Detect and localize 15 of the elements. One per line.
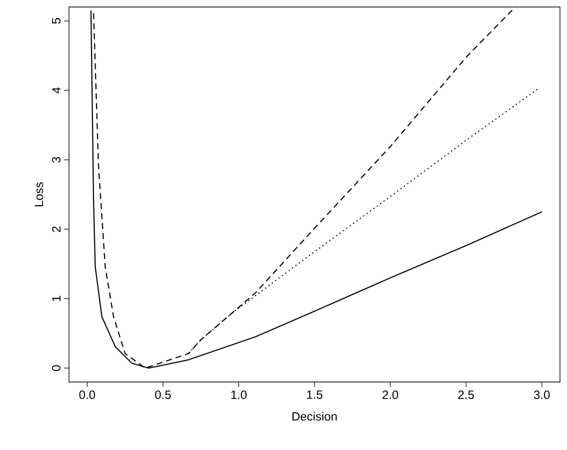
y-tick-label: 3 — [52, 156, 60, 163]
x-tick-label: 3.0 — [534, 390, 550, 400]
y-tick-label: 1 — [52, 296, 60, 302]
y-tick-label: 2 — [52, 226, 60, 232]
y-tick-label: 5 — [52, 18, 60, 24]
y-tick-label: 4 — [52, 87, 60, 94]
x-tick-label: 1.0 — [231, 390, 247, 400]
x-tick-label: 1.5 — [307, 390, 322, 399]
y-tick-label: 0 — [52, 365, 60, 371]
x-axis-title: Decision — [292, 412, 337, 421]
x-tick-label: 2.0 — [382, 390, 398, 400]
y-axis-title: Loss — [34, 182, 44, 206]
x-tick-label: 0.0 — [79, 390, 96, 400]
x-tick-label: 2.5 — [458, 390, 474, 400]
x-tick-label: 0.5 — [155, 390, 171, 400]
